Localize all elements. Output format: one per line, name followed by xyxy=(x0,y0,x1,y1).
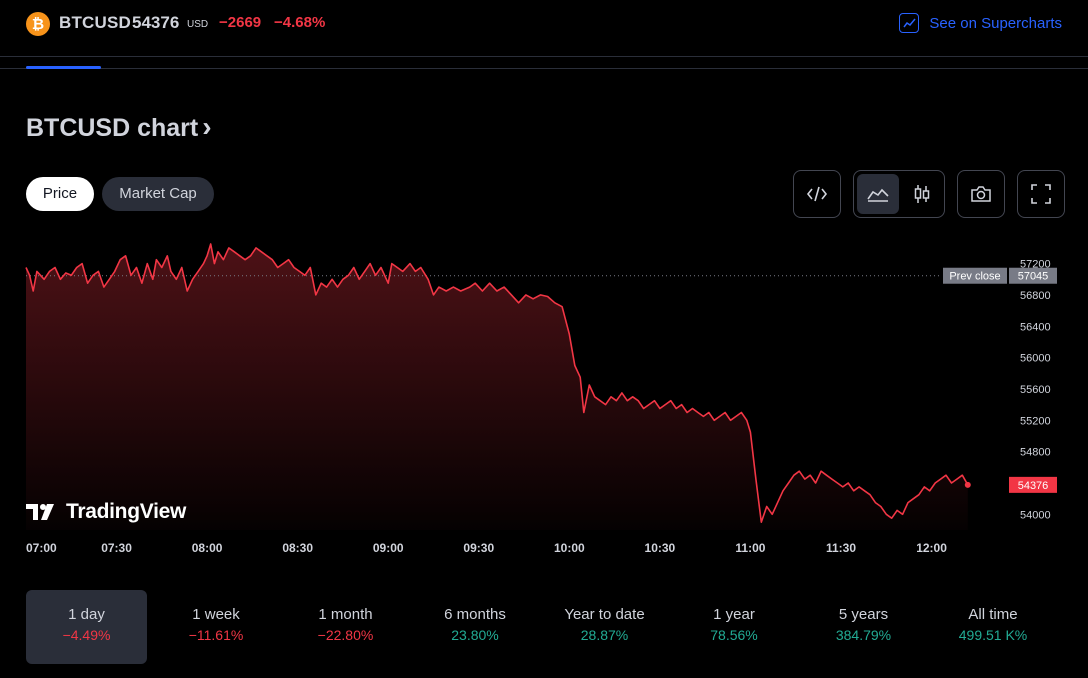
area-chart-icon xyxy=(867,188,889,202)
price-pill[interactable]: Price xyxy=(26,177,94,211)
active-tab-indicator xyxy=(26,66,101,69)
y-tick-label: 56000 xyxy=(1020,353,1051,365)
y-tick-label: 54800 xyxy=(1020,447,1051,459)
period-change: 23.80% xyxy=(451,627,499,643)
chart-line-icon xyxy=(899,13,920,33)
price-change: −2669 xyxy=(219,14,262,31)
x-tick-label: 09:00 xyxy=(373,541,404,555)
chart-title: BTCUSD chart xyxy=(26,113,199,142)
prev-close-label: Prev close xyxy=(949,271,1000,283)
period-label: 1 month xyxy=(318,606,373,623)
x-tick-label: 08:00 xyxy=(192,541,223,555)
area-chart-button[interactable] xyxy=(857,174,899,214)
symbol-name: BTCUSD xyxy=(59,13,132,32)
prev-close-label-bg xyxy=(943,267,1007,284)
embed-code-icon xyxy=(806,186,828,202)
period-change: 28.87% xyxy=(580,627,629,643)
x-tick-label: 11:00 xyxy=(735,541,765,555)
period-change: −22.80% xyxy=(317,627,374,643)
price-area-fill xyxy=(26,244,968,530)
x-tick-label: 10:30 xyxy=(645,541,676,555)
price-change-percent: −4.68% xyxy=(274,14,326,31)
last-price-dot xyxy=(964,481,971,488)
price-badges: Prev close 57045 54376 xyxy=(943,267,1057,493)
x-tick-label: 07:30 xyxy=(101,541,132,555)
y-tick-label: 56400 xyxy=(1020,321,1051,333)
prev-close-value-bg xyxy=(1009,267,1057,284)
last-price-badge-bg xyxy=(1009,476,1057,493)
period-change: 499.51 K% xyxy=(958,627,1028,643)
period-1-day[interactable]: 1 day −4.49% xyxy=(26,590,147,664)
period-change: 78.56% xyxy=(710,627,758,643)
fullscreen-button[interactable] xyxy=(1017,170,1065,218)
tradingview-watermark: TradingView xyxy=(26,500,186,524)
period-label: All time xyxy=(968,606,1018,623)
x-axis: 07:00 07:30 08:00 08:30 09:00 09:30 10:00 10:30… xyxy=(26,541,947,555)
snapshot-button[interactable] xyxy=(957,170,1005,218)
see-on-supercharts-link[interactable]: See on Supercharts xyxy=(899,13,1062,33)
x-tick-label: 09:30 xyxy=(463,541,494,555)
period-label: 1 week xyxy=(192,606,240,623)
candlestick-icon xyxy=(914,185,930,203)
candles-button[interactable] xyxy=(901,174,943,214)
y-tick-label: 54000 xyxy=(1020,509,1051,521)
period-label: 1 day xyxy=(68,606,105,623)
embed-button[interactable] xyxy=(793,170,841,218)
watermark-text: TradingView xyxy=(66,500,187,523)
tradingview-logo-icon xyxy=(26,504,54,520)
fullscreen-icon xyxy=(1031,184,1051,204)
period-1-month[interactable]: 1 month −22.80% xyxy=(285,590,406,664)
period-1-year[interactable]: 1 year 78.56% xyxy=(674,590,795,664)
period-5-years[interactable]: 5 years 384.79% xyxy=(803,590,924,664)
tab-divider xyxy=(0,68,1088,69)
symbol-header: ₿ BTCUSD 54376 USD −2669 −4.68% See on S… xyxy=(0,0,1088,57)
period-1-week[interactable]: 1 week −11.61% xyxy=(156,590,277,664)
period-all-time[interactable]: All time 499.51 K% xyxy=(933,590,1054,664)
price-chart[interactable]: 5400054400548005520055600560005640056800… xyxy=(0,230,1088,565)
x-tick-label: 08:30 xyxy=(282,541,313,555)
y-tick-label: 55200 xyxy=(1020,415,1051,427)
market-cap-pill[interactable]: Market Cap xyxy=(102,177,214,211)
period-year-to-date[interactable]: Year to date 28.87% xyxy=(544,590,665,664)
x-tick-label: 11:30 xyxy=(826,541,856,555)
period-change: 384.79% xyxy=(835,627,892,643)
chart-title-link[interactable]: BTCUSD chart › xyxy=(26,111,212,143)
last-price: 54376 xyxy=(132,13,180,32)
y-tick-label: 55600 xyxy=(1020,384,1051,396)
chevron-right-icon: › xyxy=(202,111,212,142)
supercharts-label: See on Supercharts xyxy=(929,14,1062,32)
bitcoin-icon: ₿ xyxy=(26,12,50,36)
price-currency: USD xyxy=(187,19,209,30)
period-label: 1 year xyxy=(713,606,755,623)
y-axis: 5400054400548005520055600560005640056800… xyxy=(1020,259,1051,522)
period-change: −11.61% xyxy=(188,627,244,643)
period-change: −4.49% xyxy=(62,627,111,643)
x-tick-label: 07:00 xyxy=(26,541,57,555)
chart-style-toggle xyxy=(853,170,945,218)
period-label: Year to date xyxy=(564,606,645,623)
x-tick-label: 12:00 xyxy=(916,541,947,555)
camera-icon xyxy=(971,186,991,202)
period-6-months[interactable]: 6 months 23.80% xyxy=(415,590,536,664)
y-tick-label: 57200 xyxy=(1020,259,1051,271)
y-tick-label: 56800 xyxy=(1020,290,1051,302)
period-label: 6 months xyxy=(444,606,506,623)
last-price-badge: 54376 xyxy=(1018,480,1049,492)
x-tick-label: 10:00 xyxy=(554,541,585,555)
period-label: 5 years xyxy=(838,606,889,623)
prev-close-value: 57045 xyxy=(1018,271,1049,283)
price-line xyxy=(25,243,969,523)
period-selector: 1 day −4.49% 1 week −11.61% 1 month −22.80% 6 … xyxy=(26,590,1062,664)
